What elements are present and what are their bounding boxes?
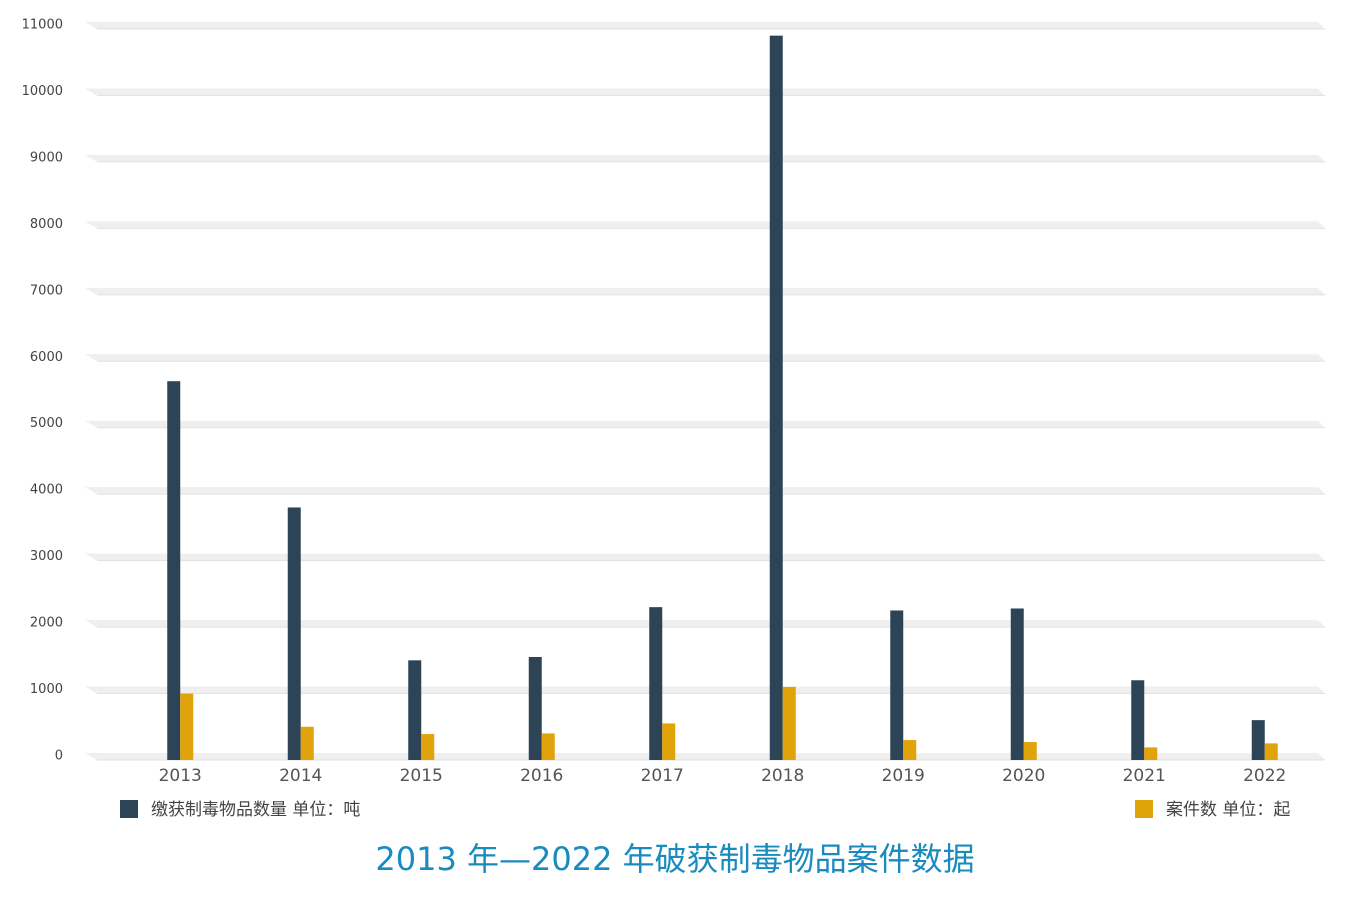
- bar: [541, 733, 555, 760]
- y-tick-label: 9000: [30, 150, 63, 165]
- x-tick-label: 2019: [882, 766, 925, 786]
- y-tick-label: 2000: [30, 616, 63, 631]
- bar: [890, 610, 904, 760]
- bar: [1131, 680, 1145, 760]
- y-tick-label: 6000: [30, 350, 63, 365]
- grid-band: [85, 154, 1325, 162]
- x-tick-label: 2022: [1243, 766, 1286, 786]
- y-tick-label: 5000: [30, 416, 63, 431]
- y-tick-label: 11000: [22, 18, 63, 33]
- y-tick-label: 1000: [30, 682, 63, 697]
- x-tick-label: 2014: [279, 766, 322, 786]
- bar: [180, 693, 194, 760]
- legend-swatch: [1135, 800, 1153, 818]
- bar: [408, 660, 422, 760]
- x-tick-label: 2020: [1002, 766, 1045, 786]
- grid-band: [85, 420, 1325, 428]
- x-tick-label: 2013: [159, 766, 202, 786]
- bar: [1023, 742, 1037, 760]
- bar: [421, 734, 435, 760]
- grid-band: [85, 22, 1325, 29]
- grid-band: [85, 354, 1325, 362]
- bar: [649, 607, 663, 760]
- x-tick-label: 2016: [520, 766, 563, 786]
- y-tick-label: 10000: [22, 84, 63, 99]
- y-tick-label: 0: [55, 749, 63, 764]
- grid-band: [85, 287, 1325, 295]
- legend-swatch: [120, 800, 138, 818]
- legend-label: 案件数 单位：起: [1166, 800, 1290, 820]
- y-tick-label: 4000: [30, 483, 63, 498]
- bar: [287, 507, 301, 760]
- bar: [782, 686, 796, 760]
- x-tick-label: 2021: [1123, 766, 1166, 786]
- bar: [1144, 747, 1158, 760]
- grid-band: [85, 620, 1325, 628]
- bar: [903, 740, 917, 760]
- bar: [528, 656, 542, 760]
- y-tick-label: 8000: [30, 217, 63, 232]
- x-tick-label: 2018: [761, 766, 804, 786]
- bar: [1251, 720, 1265, 760]
- grid-band: [85, 553, 1325, 561]
- x-tick-label: 2017: [641, 766, 684, 786]
- chart-title: 2013 年—2022 年破获制毒物品案件数据: [375, 840, 974, 878]
- grid-band: [85, 487, 1325, 495]
- x-tick-label: 2015: [400, 766, 443, 786]
- bar: [300, 726, 314, 760]
- grid-band: [85, 221, 1325, 229]
- bar: [1010, 608, 1024, 760]
- legend-label: 缴获制毒物品数量 单位：吨: [151, 800, 360, 820]
- bar: [167, 381, 181, 760]
- bar: [662, 723, 676, 760]
- grid-band: [85, 88, 1325, 96]
- bar: [1264, 743, 1278, 760]
- bar: [769, 35, 783, 761]
- y-tick-label: 7000: [30, 283, 63, 298]
- y-tick-label: 3000: [30, 549, 63, 564]
